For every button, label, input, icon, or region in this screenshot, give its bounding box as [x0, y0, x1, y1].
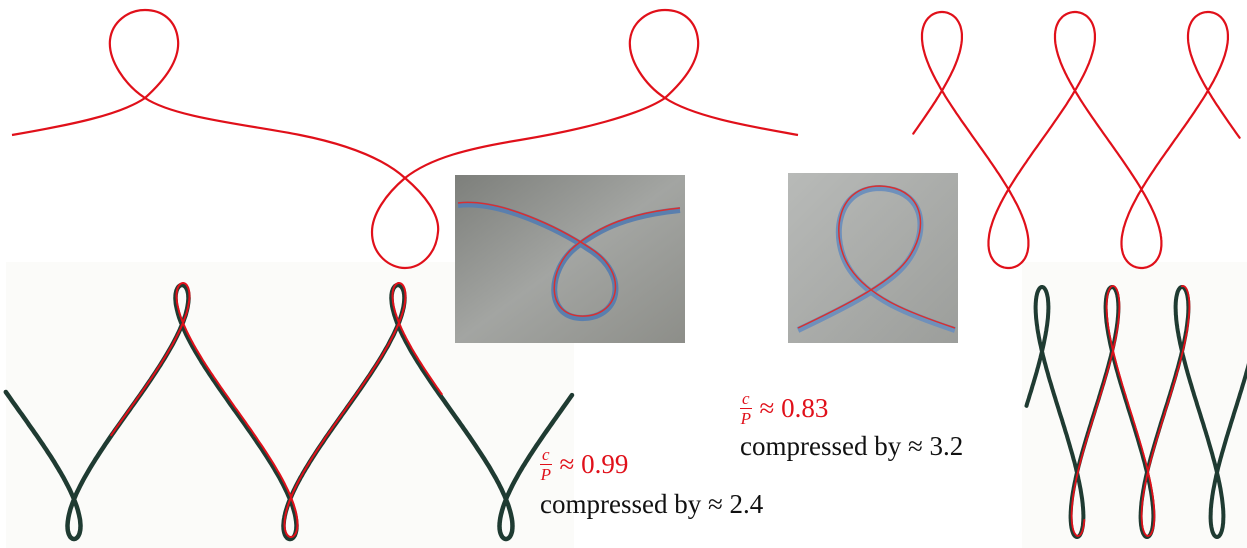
numerator: c	[740, 389, 752, 409]
denominator: P	[540, 465, 551, 484]
curve	[110, 282, 443, 538]
strip-edge	[457, 201, 681, 317]
fraction: c P	[540, 446, 552, 483]
strip	[796, 184, 956, 333]
curve	[1024, 285, 1247, 539]
curve	[912, 10, 1241, 270]
ratio-value: ≈ 0.99	[559, 449, 629, 479]
compression-label: compressed by ≈ 2.4	[540, 489, 764, 519]
curve-group	[3, 10, 1247, 542]
strip-edge	[797, 185, 956, 329]
fraction: c P	[740, 390, 752, 427]
red-curve	[11, 8, 799, 270]
ratio-label: c P ≈ 0.99	[540, 446, 763, 483]
annotation: c P ≈ 0.99 compressed by ≈ 2.4	[540, 446, 763, 518]
numerator: c	[540, 445, 552, 465]
annotation: c P ≈ 0.83 compressed by ≈ 3.2	[740, 390, 963, 460]
ratio-value: ≈ 0.83	[759, 393, 829, 423]
strip	[457, 201, 681, 322]
compression-label: compressed by ≈ 3.2	[740, 431, 964, 461]
photo	[788, 173, 958, 343]
ratio-label: c P ≈ 0.83	[740, 390, 963, 427]
denominator: P	[740, 409, 751, 428]
curve	[3, 282, 575, 542]
photo-background	[1022, 262, 1247, 548]
curve	[1070, 285, 1191, 537]
